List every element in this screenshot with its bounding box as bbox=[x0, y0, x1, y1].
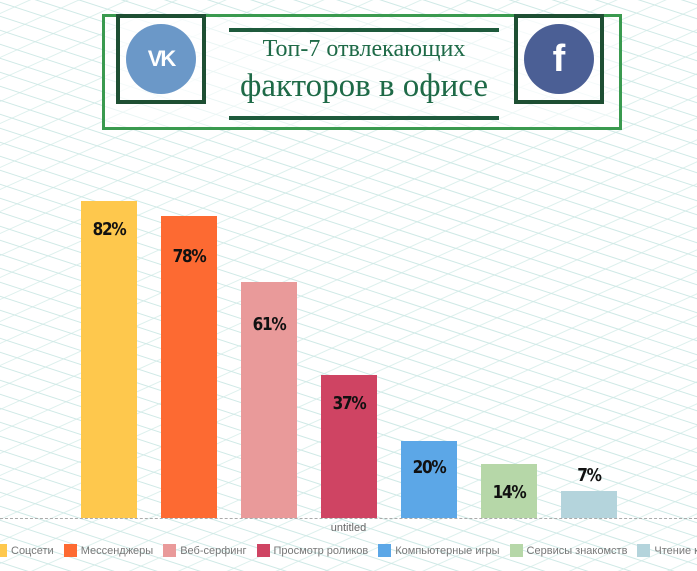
legend-label: Сервисы знакомств bbox=[526, 544, 628, 557]
legend-label: Соцсети bbox=[11, 544, 54, 557]
facebook-icon-frame: f bbox=[514, 14, 604, 104]
vk-icon-frame: VK bbox=[116, 14, 206, 104]
legend-swatch bbox=[63, 544, 77, 557]
bar bbox=[161, 216, 217, 518]
legend-item[interactable]: Чтение книг bbox=[637, 544, 697, 557]
legend-item[interactable]: Мессенджеры bbox=[63, 544, 154, 557]
legend-swatch bbox=[256, 544, 270, 557]
legend-item[interactable]: Соцсети bbox=[0, 544, 54, 557]
vk-icon: VK bbox=[126, 24, 196, 94]
x-axis-label: untitled bbox=[330, 522, 367, 534]
bar-value-label: 20% bbox=[412, 457, 447, 478]
bar-value-label: 7% bbox=[577, 465, 602, 486]
bar-value-label: 82% bbox=[92, 219, 127, 240]
legend-label: Просмотр роликов bbox=[273, 544, 369, 557]
bar-value-label: 14% bbox=[492, 482, 527, 503]
chart-legend: Соцсети Мессенджеры Веб-серфинг Просмотр ро… bbox=[0, 544, 697, 557]
x-axis-line bbox=[0, 518, 697, 519]
legend-label: Веб-серфинг bbox=[180, 544, 247, 557]
legend-item[interactable]: Компьютерные игры bbox=[378, 544, 500, 557]
bar bbox=[321, 375, 377, 518]
bar bbox=[561, 491, 617, 518]
legend-item[interactable]: Сервисы знакомств bbox=[509, 544, 628, 557]
title-rule-top bbox=[229, 28, 499, 32]
title-rule-bottom bbox=[229, 116, 499, 120]
legend-swatch bbox=[637, 544, 651, 557]
legend-item[interactable]: Веб-серфинг bbox=[163, 544, 247, 557]
legend-label: Компьютерные игры bbox=[395, 544, 500, 557]
legend-label: Чтение книг bbox=[654, 544, 697, 557]
chart-title-line2: факторов в офисе bbox=[239, 68, 488, 104]
bar-value-label: 78% bbox=[172, 246, 207, 267]
bar-value-label: 37% bbox=[332, 393, 367, 414]
legend-label: Мессенджеры bbox=[80, 544, 154, 557]
chart-title-line1: Топ-7 отвлекающих bbox=[262, 36, 466, 62]
legend-swatch bbox=[163, 544, 177, 557]
legend-swatch bbox=[378, 544, 392, 557]
bar bbox=[241, 282, 297, 518]
legend-swatch bbox=[0, 544, 7, 557]
facebook-icon: f bbox=[524, 24, 594, 94]
legend-item[interactable]: Просмотр роликов bbox=[256, 544, 369, 557]
bar-value-label: 61% bbox=[252, 314, 287, 335]
bar bbox=[481, 464, 537, 518]
bar bbox=[81, 201, 137, 518]
legend-swatch bbox=[509, 544, 523, 557]
bar bbox=[401, 441, 457, 518]
